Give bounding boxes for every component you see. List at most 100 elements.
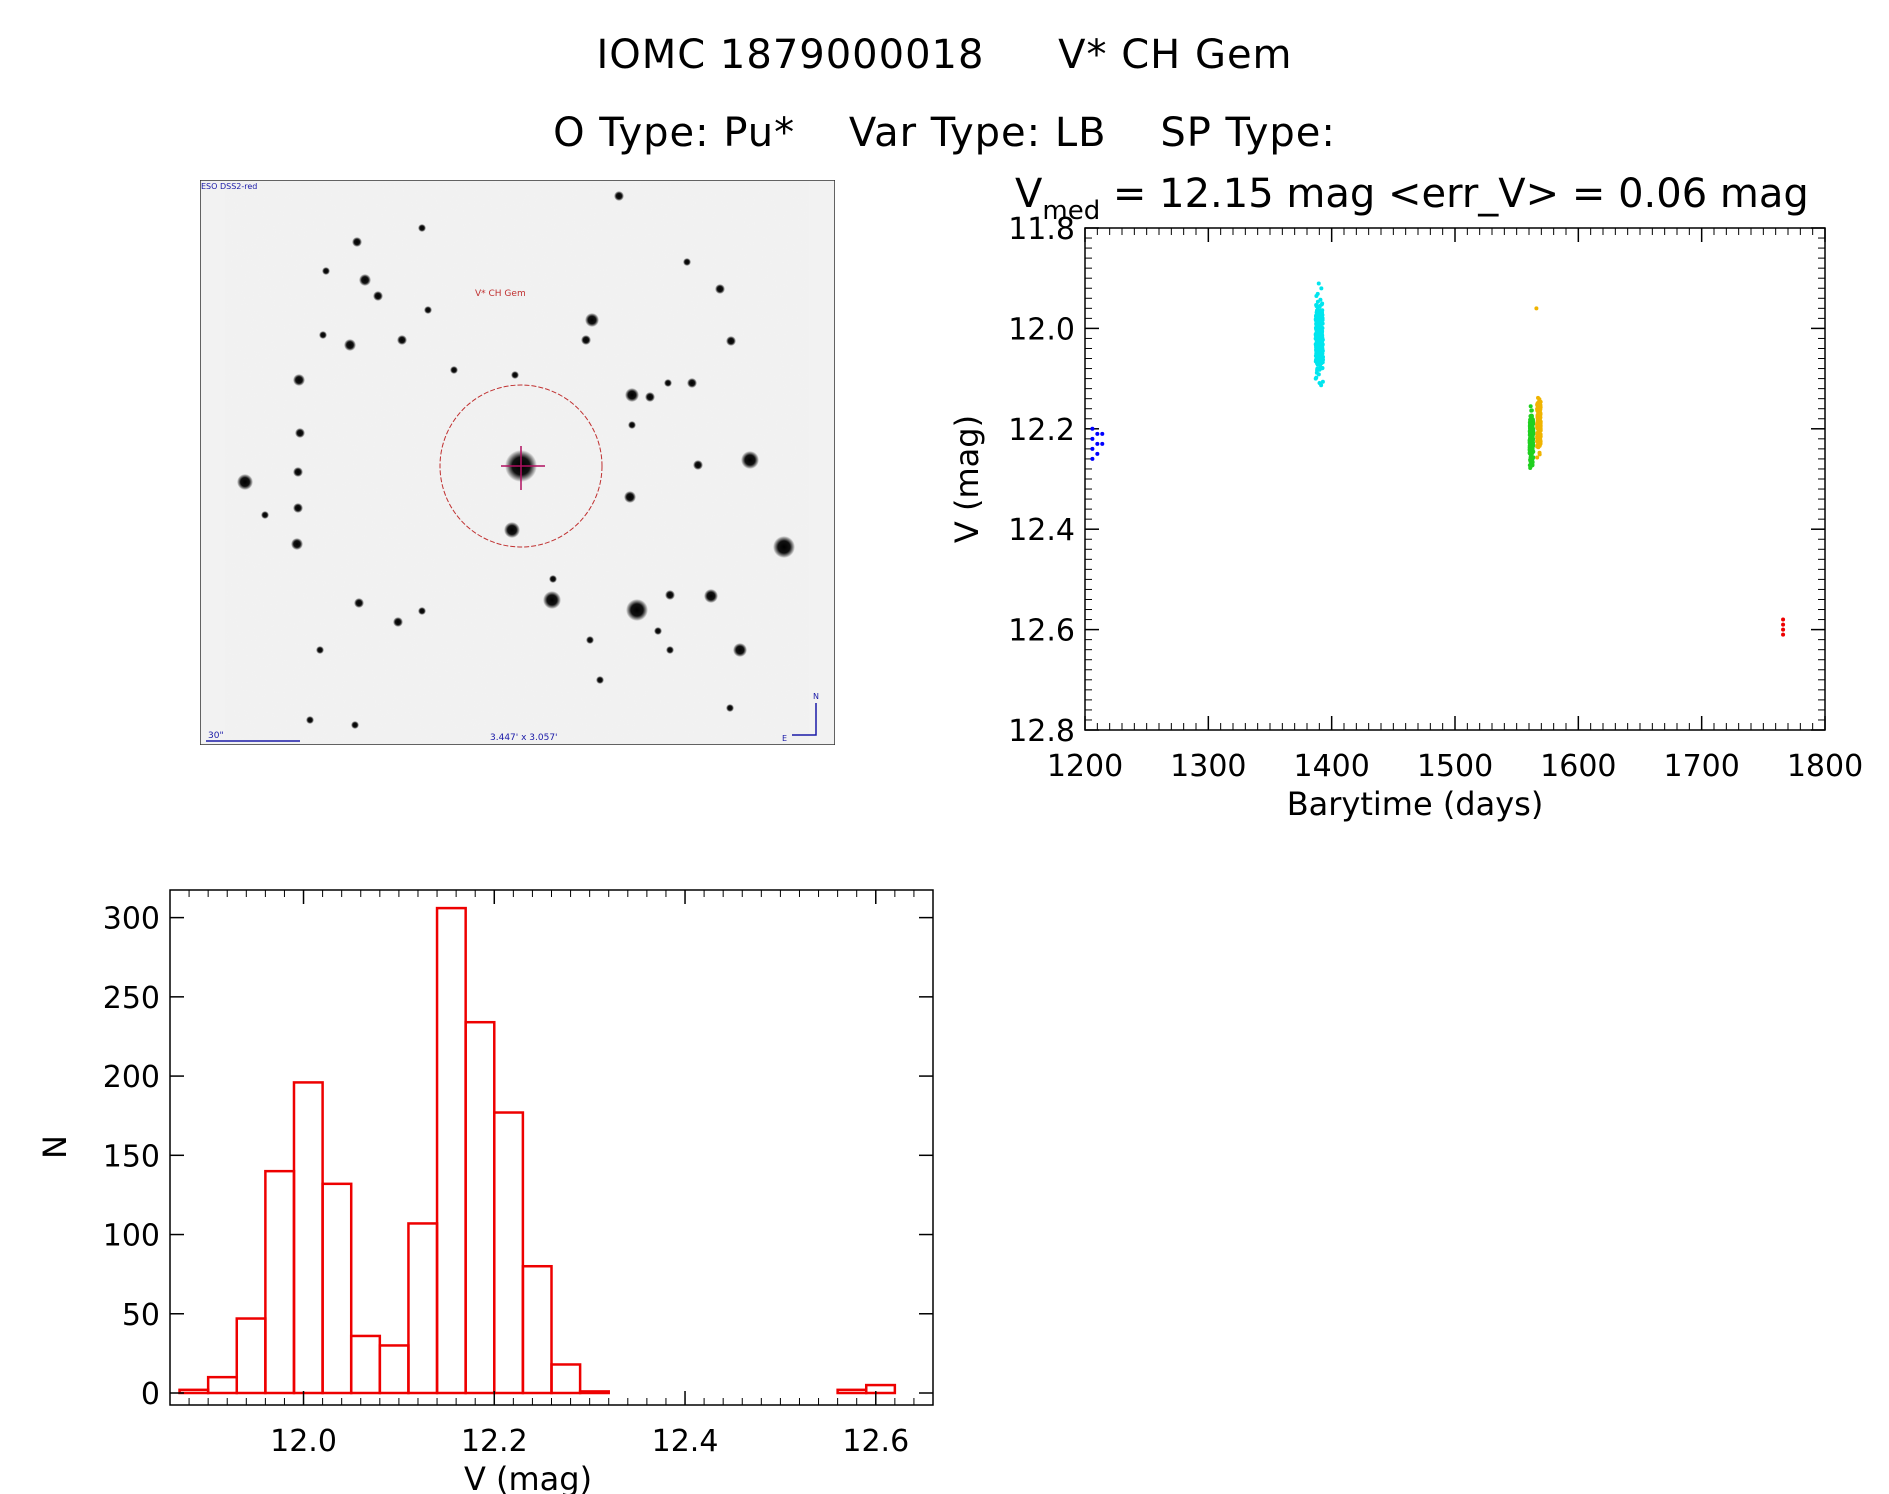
hist-bars [178, 906, 897, 1395]
lc-data-point [1530, 440, 1535, 445]
finder-star [665, 590, 675, 600]
finder-star [291, 538, 303, 550]
star-name: V* CH Gem [1058, 32, 1293, 78]
lc-y-tick-label: 12.4 [1008, 513, 1075, 548]
lc-data-point [1095, 441, 1100, 446]
lc-data-point [1529, 463, 1534, 468]
target-circle [439, 384, 603, 548]
lc-data-point [1528, 422, 1533, 427]
lc-x-tick-label: 1600 [1540, 749, 1616, 784]
lc-data-point [1536, 395, 1541, 400]
lc-data-point [1095, 451, 1100, 456]
finder-star [352, 237, 362, 247]
lc-data-point [1100, 431, 1105, 436]
hist-bar [864, 1383, 897, 1395]
hist-x-tick-label: 12.0 [270, 1424, 337, 1459]
finder-star [726, 704, 734, 712]
hist-y-tick-label: 150 [103, 1139, 160, 1174]
finder-star [351, 721, 359, 729]
finder-star [418, 607, 426, 615]
lc-data-point [1538, 424, 1543, 429]
lc-data-point [1316, 356, 1321, 361]
lc-data-point [1319, 359, 1324, 364]
target-label: V* CH Gem [475, 289, 526, 299]
finder-star [666, 646, 674, 654]
hist-axis-ticks: 12.0 12.2 12.4 12.6 0 50 100 150 200 250 300 [103, 890, 934, 1459]
finder-star [624, 491, 636, 503]
hist-y-tick-label: 50 [122, 1298, 160, 1333]
lc-data-point [1535, 455, 1540, 460]
lc-data-point [1315, 327, 1320, 332]
lc-data-point [1313, 342, 1318, 347]
lc-data-point [1319, 325, 1324, 330]
object-type: O Type: Pu* [553, 110, 796, 156]
star-id: IOMC 1879000018 [596, 32, 985, 78]
finder-star [625, 388, 639, 402]
finder-star [295, 428, 305, 438]
lc-data-point [1315, 362, 1320, 367]
lc-x-tick-label: 1400 [1293, 749, 1369, 784]
finder-star [397, 335, 407, 345]
lc-data-point [1530, 460, 1535, 465]
finder-star [628, 421, 636, 429]
lc-data-point [1319, 383, 1324, 388]
lc-data-point [1318, 337, 1323, 342]
finder-star [773, 536, 795, 558]
finder-star [293, 467, 303, 477]
lc-data-point [1529, 449, 1534, 454]
finder-star [687, 378, 697, 388]
lc-x-tick-label: 1700 [1663, 749, 1739, 784]
lc-data-point [1095, 431, 1100, 436]
finder-star [293, 374, 305, 386]
lc-data-point [1781, 627, 1786, 632]
lc-data-point [1315, 337, 1320, 342]
north-label: N [813, 692, 819, 701]
finder-star [543, 591, 561, 609]
lc-data-point [1316, 372, 1321, 377]
hist-y-tick-label: 0 [141, 1377, 160, 1412]
lc-title-sub: med [1042, 196, 1100, 226]
finder-stars [237, 191, 795, 729]
lc-y-tick-label: 12.0 [1008, 312, 1075, 347]
lc-data-point [1317, 316, 1322, 321]
hist-bar [321, 1182, 353, 1395]
lc-title-v: V [1015, 171, 1043, 217]
finder-star [596, 676, 604, 684]
finder-star [683, 258, 691, 266]
finder-star [424, 306, 432, 314]
hist-y-tick-label: 100 [103, 1219, 160, 1254]
hist-x-tick-label: 12.6 [842, 1424, 909, 1459]
lc-data-point [1317, 331, 1322, 336]
lc-data-point [1536, 432, 1541, 437]
lc-data-point [1100, 441, 1105, 446]
variability-type: Var Type: LB [848, 110, 1107, 156]
finder-star [261, 511, 269, 519]
finder-star [418, 224, 426, 232]
finder-star [504, 522, 520, 538]
lc-data-point [1781, 632, 1786, 637]
lc-y-tick-label: 12.6 [1008, 614, 1075, 649]
finder-star [316, 646, 324, 654]
lc-data-point [1536, 437, 1541, 442]
lc-title: Vmed = 12.15 mag <err_V> = 0.06 mag [1015, 171, 1809, 226]
lc-data-point [1528, 404, 1533, 409]
finder-star [654, 627, 662, 635]
lc-x-tick-label: 1500 [1417, 749, 1493, 784]
finder-star [693, 460, 703, 470]
plot-title-line2: O Type: Pu* Var Type: LB SP Type: [0, 110, 1889, 156]
lc-y-tick-label: 11.8 [1008, 212, 1075, 247]
lc-data-point [1536, 417, 1541, 422]
finder-star [393, 617, 403, 627]
finder-star [741, 451, 759, 469]
finder-star [645, 392, 655, 402]
lc-data-point [1090, 456, 1095, 461]
spectral-type: SP Type: [1160, 110, 1336, 156]
lc-data-point [1537, 450, 1542, 455]
lc-data-points [1090, 281, 1786, 637]
finder-star [585, 313, 599, 327]
finder-star [704, 589, 718, 603]
lc-data-point [1530, 444, 1535, 449]
hist-x-axis-label: V (mag) [464, 1460, 592, 1494]
lc-data-point [1319, 302, 1324, 307]
lc-data-point [1530, 431, 1535, 436]
